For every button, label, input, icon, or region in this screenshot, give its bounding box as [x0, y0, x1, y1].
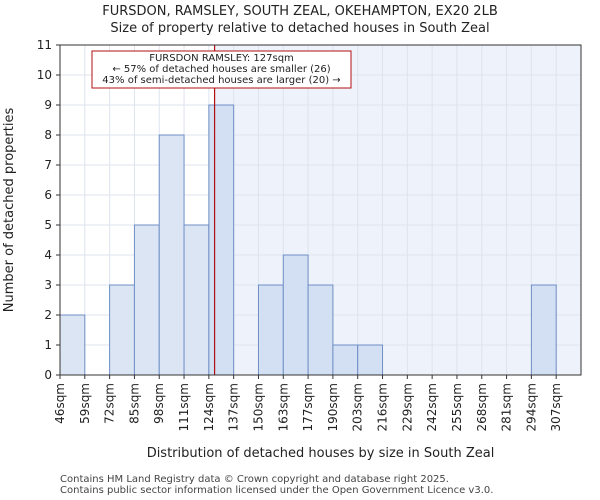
annotation-box: FURSDON RAMSLEY: 127sqm ← 57% of detache…	[91, 50, 352, 89]
x-axis-ticks: 46sqm 59sqm 72sqm 85sqm 98sqm 111sqm 124sqm 137…	[53, 375, 563, 431]
x-tick-label: 85sqm	[127, 383, 141, 424]
chart-title: FURSDON, RAMSLEY, SOUTH ZEAL, OKEHAMPTON…	[102, 4, 498, 19]
x-tick-label: 137sqm	[227, 383, 241, 431]
x-tick-label: 111sqm	[177, 383, 191, 431]
bar-190sqm	[332, 344, 359, 376]
x-tick-label: 281sqm	[500, 383, 514, 431]
y-tick-label: 10	[37, 68, 52, 82]
x-tick-label: 177sqm	[301, 383, 315, 431]
bar-294sqm	[530, 284, 557, 376]
bar-124sqm	[208, 104, 235, 376]
chart-subtitle: Size of property relative to detached ho…	[110, 21, 489, 36]
x-tick-label: 124sqm	[202, 383, 216, 431]
x-tick-label: 150sqm	[251, 383, 265, 431]
bar-163sqm	[282, 254, 309, 376]
annotation-line-1: FURSDON RAMSLEY: 127sqm	[149, 53, 294, 64]
footer-licence: Contains public sector information licen…	[60, 485, 494, 496]
bar-177sqm	[307, 284, 334, 376]
bar-203sqm	[357, 344, 384, 376]
y-tick-label: 3	[44, 278, 52, 292]
plot-frame	[59, 44, 582, 376]
x-tick-label: 163sqm	[276, 383, 290, 431]
y-tick-label: 7	[44, 158, 52, 172]
bar-150sqm	[257, 284, 284, 376]
y-tick-label: 0	[44, 368, 52, 382]
y-tick-label: 8	[44, 128, 52, 142]
bar-85sqm	[133, 224, 160, 376]
x-tick-label: 229sqm	[400, 383, 414, 431]
y-axis-ticks: 0 1 2 3 4 5 6 7 8 9 10 11	[37, 38, 60, 382]
y-tick-label: 9	[44, 98, 52, 112]
x-tick-label: 255sqm	[450, 383, 464, 431]
y-tick-label: 11	[37, 38, 52, 52]
x-tick-label: 242sqm	[425, 383, 439, 431]
x-tick-label: 294sqm	[524, 383, 538, 431]
bar-98sqm	[158, 134, 185, 376]
annotation-frame	[91, 50, 352, 89]
y-tick-label: 4	[44, 248, 52, 262]
x-tick-label: 216sqm	[376, 383, 390, 431]
x-tick-label: 98sqm	[152, 383, 166, 424]
bar-72sqm	[109, 284, 135, 376]
y-axis-label: Number of detached properties	[2, 108, 17, 313]
x-tick-label: 46sqm	[53, 383, 67, 424]
x-tick-label: 72sqm	[103, 383, 117, 424]
x-tick-label: 59sqm	[78, 383, 92, 424]
x-tick-label: 190sqm	[326, 383, 340, 431]
x-axis-label: Distribution of detached houses by size …	[147, 446, 495, 461]
bars-group	[59, 104, 557, 376]
x-tick-label: 268sqm	[475, 383, 489, 431]
x-tick-label: 203sqm	[351, 383, 365, 431]
y-tick-label: 6	[44, 188, 52, 202]
bar-111sqm	[183, 224, 210, 376]
y-tick-label: 1	[44, 338, 52, 352]
annotation-line-3: 43% of semi-detached houses are larger (…	[102, 75, 340, 86]
bar-46sqm	[59, 314, 86, 376]
annotation-line-2: ← 57% of detached houses are smaller (26…	[112, 64, 330, 75]
x-tick-label: 307sqm	[549, 383, 563, 431]
footer-copyright: Contains HM Land Registry data © Crown c…	[60, 474, 449, 485]
y-tick-label: 2	[44, 308, 52, 322]
y-tick-label: 5	[44, 218, 52, 232]
